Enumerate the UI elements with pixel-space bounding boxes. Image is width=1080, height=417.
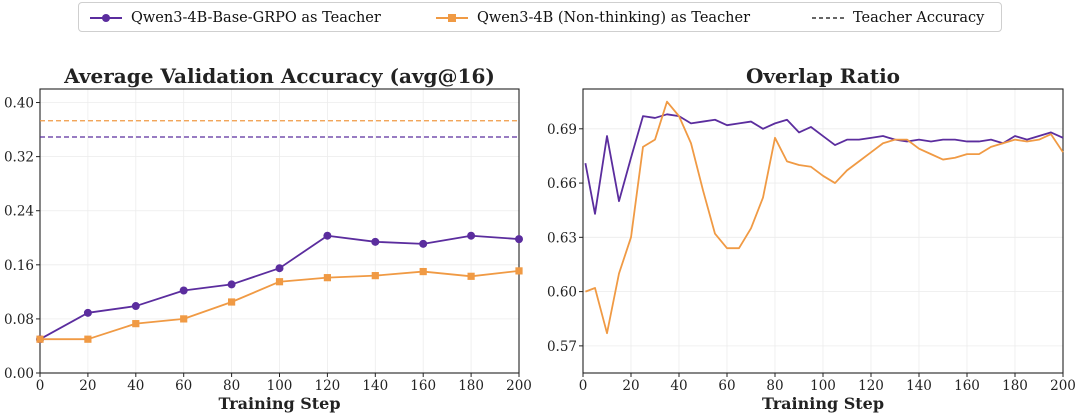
- y-tick-label: 0.66: [547, 176, 577, 192]
- y-tick-label: 0.57: [547, 339, 577, 355]
- x-tick-label: 0: [579, 378, 588, 394]
- x-tick-label: 60: [718, 378, 735, 394]
- legend-label: Teacher Accuracy: [853, 10, 985, 26]
- x-tick-label: 180: [458, 378, 484, 394]
- data-point: [36, 335, 44, 343]
- x-tick-label: 80: [223, 378, 240, 394]
- data-point: [515, 267, 523, 275]
- x-tick-label: 20: [622, 378, 639, 394]
- x-tick-label: 120: [858, 378, 884, 394]
- legend-swatch-circle-icon: [90, 14, 122, 22]
- legend-item-grpo-teacher: Qwen3-4B-Base-GRPO as Teacher: [89, 3, 381, 33]
- data-point: [179, 286, 188, 295]
- x-tick-label: 80: [766, 378, 783, 394]
- x-tick-label: 40: [127, 378, 144, 394]
- data-point: [467, 272, 475, 280]
- x-tick-label: 0: [36, 378, 45, 394]
- series-line-1: [585, 100, 1064, 335]
- x-tick-label: 100: [810, 378, 836, 394]
- y-tick-label: 0.69: [547, 122, 577, 138]
- y-tick-label: 0.24: [4, 204, 34, 220]
- y-tick-label: 0.16: [4, 258, 34, 274]
- y-tick-label: 0.40: [4, 96, 34, 112]
- data-point: [227, 280, 236, 289]
- y-tick-label: 0.08: [4, 312, 34, 328]
- data-point: [419, 239, 428, 248]
- x-tick-label: 200: [1050, 378, 1076, 394]
- x-tick-label: 140: [362, 378, 388, 394]
- series-line-0: [584, 113, 1064, 215]
- x-tick-label: 140: [906, 378, 932, 394]
- x-tick-label: 120: [315, 378, 341, 394]
- legend-item-nonthinking-teacher: Qwen3-4B (Non-thinking) as Teacher: [435, 3, 750, 33]
- legend-swatch-dashed-icon: [812, 17, 844, 19]
- x-tick-label: 180: [1002, 378, 1028, 394]
- x-tick-label: 40: [670, 378, 687, 394]
- y-tick-label: 0.60: [547, 285, 577, 301]
- data-point: [83, 308, 92, 317]
- y-tick-label: 0.63: [547, 230, 577, 246]
- x-tick-label: 160: [410, 378, 436, 394]
- x-tick-label: 200: [506, 378, 532, 394]
- legend-item-teacher-accuracy: Teacher Accuracy: [811, 3, 984, 33]
- data-point: [515, 235, 523, 244]
- chart-panel-1: Overlap Ratio 0 20 40 60 80 100 120 140 160 180 200…: [547, 64, 1076, 413]
- legend-swatch-square-icon: [436, 14, 468, 22]
- legend-label: Qwen3-4B-Base-GRPO as Teacher: [131, 10, 381, 26]
- data-point: [275, 264, 284, 273]
- data-point: [180, 315, 188, 323]
- chart-title: Average Validation Accuracy (avg@16): [63, 64, 495, 88]
- x-axis-label: Training Step: [762, 394, 884, 413]
- x-tick-label: 60: [175, 378, 192, 394]
- y-tick-label: 0.00: [4, 366, 34, 382]
- x-tick-label: 160: [954, 378, 980, 394]
- x-axis-label: Training Step: [218, 394, 340, 413]
- data-point: [228, 298, 236, 306]
- data-point: [371, 272, 379, 280]
- x-tick-label: 100: [267, 378, 293, 394]
- legend: Qwen3-4B-Base-GRPO as Teacher Qwen3-4B (…: [78, 2, 1002, 32]
- data-point: [419, 267, 427, 276]
- data-point: [275, 278, 284, 286]
- data-point: [371, 237, 380, 246]
- data-point: [131, 302, 140, 311]
- x-tick-label: 20: [79, 378, 96, 394]
- chart-title: Overlap Ratio: [746, 64, 900, 88]
- legend-label: Qwen3-4B (Non-thinking) as Teacher: [477, 10, 751, 26]
- chart-panel-0: Average Validation Accuracy (avg@16) 0 20 4…: [4, 64, 532, 413]
- data-point: [84, 335, 92, 343]
- data-point: [323, 274, 331, 282]
- data-point: [323, 231, 332, 240]
- data-point: [467, 231, 476, 240]
- data-point: [132, 320, 140, 328]
- y-tick-label: 0.32: [4, 150, 34, 166]
